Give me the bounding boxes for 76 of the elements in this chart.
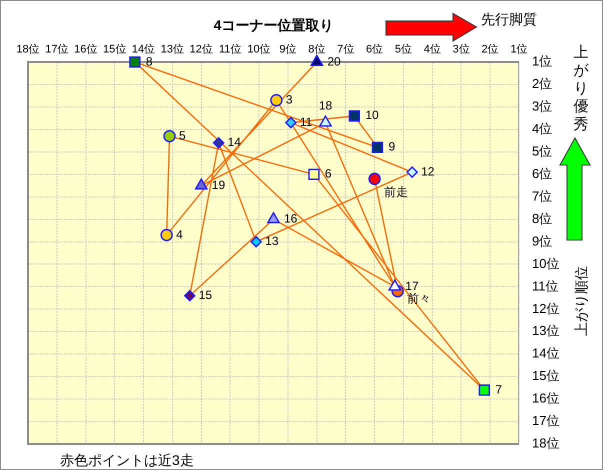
y-tick-label: 7位	[532, 188, 552, 204]
x-tick-label: 7位	[337, 43, 354, 56]
y-tick-label: 16位	[532, 390, 560, 406]
y-tick-label: 2位	[532, 76, 552, 92]
series-label: 7	[495, 382, 502, 396]
series-label: 3	[286, 92, 293, 107]
point	[388, 280, 402, 291]
point	[372, 142, 384, 154]
y-tick-label: 8位	[532, 210, 552, 226]
point	[194, 178, 208, 190]
y-axis-title: 上がり順位	[572, 266, 589, 336]
y-tick-label: 10位	[532, 256, 560, 271]
text: 赤色ポイントは近3走	[60, 452, 194, 468]
point	[478, 384, 490, 396]
x-tick-label: 16位	[74, 43, 98, 56]
y-tick-label: 17位	[532, 413, 560, 428]
x-tick-label: 1位	[510, 43, 528, 56]
point	[163, 130, 176, 142]
point	[250, 236, 262, 248]
x-tick-label: 9位	[279, 43, 297, 56]
point	[406, 166, 418, 178]
series-label: 18	[318, 98, 332, 112]
y-tick-label: 6位	[532, 166, 552, 181]
series-label: 10	[365, 108, 380, 122]
series-label: 15	[198, 288, 212, 302]
series-label: 4	[176, 227, 184, 242]
x-tick-label: 18位	[16, 43, 40, 56]
y-tick-label: 15位	[532, 368, 560, 384]
point	[285, 116, 297, 128]
x-tick-label: 17位	[45, 43, 69, 56]
y-tick-label: 1位	[532, 54, 552, 69]
series-label: 20	[327, 54, 341, 68]
x-tick-label: 3位	[452, 43, 470, 56]
y-tick-label: 4位	[532, 120, 552, 136]
point	[129, 56, 141, 68]
series-label: 14	[228, 135, 242, 150]
y-tick-label: 12位	[532, 300, 560, 316]
x-tick-label: 10位	[247, 43, 271, 56]
y-tick-label: 14位	[532, 346, 560, 361]
x-axis-title: 4コーナー位置取り	[214, 16, 334, 33]
point	[348, 110, 360, 122]
series-label: 前走	[384, 185, 408, 200]
series-label: 19	[212, 178, 226, 192]
x-tick-label: 15位	[103, 43, 126, 56]
x-tick-label: 13位	[160, 43, 184, 56]
x-tick-label: 4位	[424, 43, 441, 56]
series-label: 13	[265, 234, 279, 248]
x-tick-label: 6位	[366, 43, 384, 56]
point	[267, 212, 280, 224]
y-tick-label: 3位	[532, 98, 552, 114]
y-tick-label: 9位	[532, 233, 552, 248]
series-label: 12	[421, 164, 435, 178]
series-label: 9	[388, 140, 396, 154]
y-tick-label: 11位	[532, 278, 558, 294]
text: 上がり優秀	[573, 44, 589, 134]
series-label: 8	[146, 54, 153, 68]
point	[184, 290, 196, 302]
point	[270, 94, 283, 106]
series-label: 6	[324, 166, 332, 181]
x-tick-label: 14位	[132, 43, 156, 56]
point	[212, 137, 224, 149]
series-label: 5	[179, 128, 186, 142]
y-tick-label: 13位	[532, 323, 560, 338]
y-tick-label: 5位	[532, 143, 552, 158]
point	[368, 172, 381, 186]
x-tick-label: 11位	[218, 43, 242, 56]
series-label: 16	[284, 212, 298, 226]
x-tick-label: 12位	[190, 43, 213, 56]
y-tick-label: 18位	[532, 436, 560, 451]
text: 先行脚質	[481, 10, 537, 27]
point	[308, 168, 320, 180]
x-tick-label: 2位	[482, 43, 499, 56]
point	[160, 228, 173, 242]
series-label: 17	[405, 279, 419, 294]
x-tick-label: 5位	[394, 43, 412, 56]
x-tick-label: 8位	[308, 43, 326, 56]
